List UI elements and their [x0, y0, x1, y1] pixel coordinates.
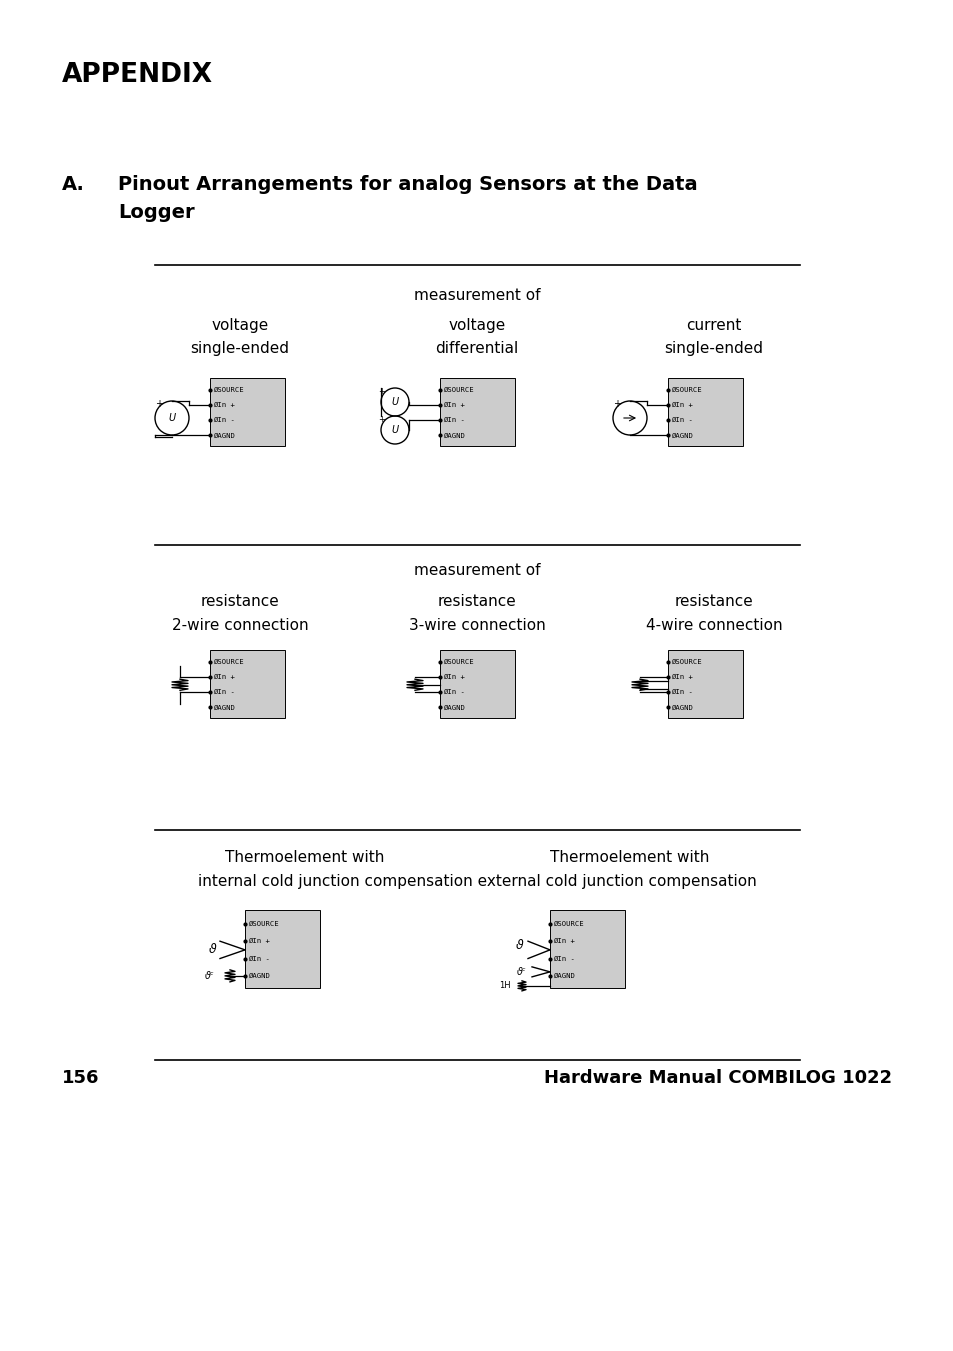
Text: ØSOURCE: ØSOURCE	[670, 659, 700, 665]
Text: ØIn +: ØIn +	[248, 938, 270, 944]
Text: ØAGND: ØAGND	[248, 973, 270, 979]
Text: ØSOURCE: ØSOURCE	[553, 921, 583, 927]
Bar	[667, 650, 742, 717]
Text: ØSOURCE: ØSOURCE	[670, 388, 700, 393]
Text: differential: differential	[435, 340, 518, 357]
Text: ØIn -: ØIn -	[553, 955, 575, 962]
Text: Thermoelement with: Thermoelement with	[550, 850, 709, 865]
Text: ØIn +: ØIn +	[670, 674, 692, 680]
Text: ØAGND: ØAGND	[442, 432, 464, 439]
Text: ϑ: ϑ	[516, 939, 523, 952]
Text: ØAGND: ØAGND	[670, 432, 692, 439]
Text: U: U	[391, 397, 398, 407]
Text: ØIn +: ØIn +	[213, 403, 234, 408]
Text: ØIn -: ØIn -	[248, 955, 270, 962]
Text: ØIn -: ØIn -	[670, 689, 692, 696]
Text: A.: A.	[62, 176, 85, 195]
Text: resistance: resistance	[674, 594, 753, 609]
Text: ØIn +: ØIn +	[553, 938, 575, 944]
Text: ϑᶜ: ϑᶜ	[205, 971, 214, 981]
Text: internal cold junction compensation external cold junction compensation: internal cold junction compensation exte…	[197, 874, 756, 889]
Text: ϑ: ϑ	[209, 943, 216, 957]
Text: current: current	[685, 317, 740, 332]
Text: ϑᶜ: ϑᶜ	[517, 967, 526, 977]
Text: ØAGND: ØAGND	[213, 432, 234, 439]
Text: Hardware Manual COMBILOG 1022: Hardware Manual COMBILOG 1022	[543, 1069, 891, 1088]
Text: ØIn +: ØIn +	[670, 403, 692, 408]
Text: ØAGND: ØAGND	[553, 973, 575, 979]
Text: resistance: resistance	[437, 594, 516, 609]
Text: ØIn -: ØIn -	[442, 689, 464, 696]
Text: 4-wire connection: 4-wire connection	[645, 617, 781, 634]
Text: single-ended: single-ended	[191, 340, 289, 357]
Text: single-ended: single-ended	[664, 340, 762, 357]
Text: U: U	[391, 426, 398, 435]
Text: APPENDIX: APPENDIX	[62, 62, 213, 88]
Text: ØIn -: ØIn -	[670, 417, 692, 423]
Text: ØSOURCE: ØSOURCE	[213, 659, 243, 665]
Text: U: U	[169, 413, 175, 423]
Text: measurement of: measurement of	[414, 288, 539, 303]
Text: +: +	[613, 399, 620, 409]
Text: ØSOURCE: ØSOURCE	[213, 388, 243, 393]
Bar	[210, 650, 285, 717]
Text: ØIn +: ØIn +	[442, 403, 464, 408]
Text: 1H: 1H	[498, 981, 510, 990]
Text: ØAGND: ØAGND	[670, 704, 692, 711]
Bar	[439, 650, 515, 717]
Text: Thermoelement with: Thermoelement with	[225, 850, 384, 865]
Bar	[245, 911, 319, 988]
Text: 156: 156	[62, 1069, 99, 1088]
Text: +: +	[378, 415, 385, 423]
Text: measurement of: measurement of	[414, 563, 539, 578]
Text: +: +	[154, 399, 163, 409]
Text: Pinout Arrangements for analog Sensors at the Data: Pinout Arrangements for analog Sensors a…	[118, 176, 697, 195]
Text: ØIn +: ØIn +	[442, 674, 464, 680]
Text: voltage: voltage	[448, 317, 505, 332]
Text: Logger: Logger	[118, 203, 194, 222]
Text: voltage: voltage	[212, 317, 269, 332]
Bar	[439, 378, 515, 446]
Bar	[550, 911, 624, 988]
Text: ØIn +: ØIn +	[213, 674, 234, 680]
Text: resistance: resistance	[200, 594, 279, 609]
Text: 3-wire connection: 3-wire connection	[408, 617, 545, 634]
Text: ØSOURCE: ØSOURCE	[442, 388, 473, 393]
Text: ØSOURCE: ØSOURCE	[442, 659, 473, 665]
Bar	[667, 378, 742, 446]
Text: +: +	[378, 386, 385, 396]
Text: 2-wire connection: 2-wire connection	[172, 617, 308, 634]
Bar	[210, 378, 285, 446]
Text: ØIn -: ØIn -	[442, 417, 464, 423]
Text: ØAGND: ØAGND	[213, 704, 234, 711]
Text: ØAGND: ØAGND	[442, 704, 464, 711]
Text: ØIn -: ØIn -	[213, 689, 234, 696]
Text: ØIn -: ØIn -	[213, 417, 234, 423]
Text: ØSOURCE: ØSOURCE	[248, 921, 278, 927]
